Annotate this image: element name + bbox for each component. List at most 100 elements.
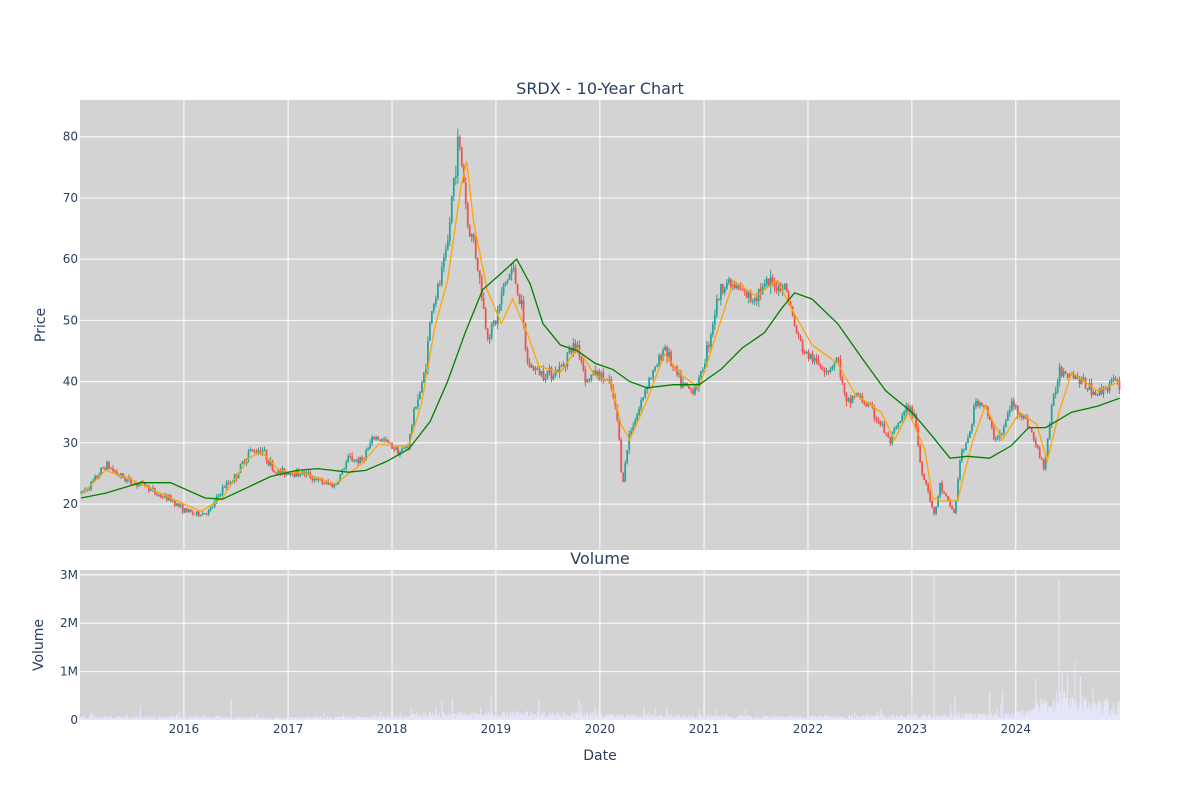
candle-body bbox=[142, 481, 144, 483]
candle-body bbox=[927, 483, 930, 492]
volume-bar bbox=[104, 715, 106, 720]
volume-bar bbox=[223, 717, 225, 720]
volume-bar bbox=[758, 716, 760, 720]
volume-bar bbox=[942, 715, 944, 720]
candle-body bbox=[1078, 378, 1081, 385]
volume-bar bbox=[200, 718, 202, 720]
candle-body bbox=[343, 468, 346, 470]
volume-bar bbox=[446, 716, 448, 720]
candle-body bbox=[401, 448, 403, 452]
volume-bar bbox=[407, 717, 409, 720]
volume-bar bbox=[609, 715, 611, 720]
candle-body bbox=[893, 428, 896, 434]
volume-bar bbox=[702, 716, 704, 720]
volume-bar bbox=[619, 717, 621, 720]
candle-body bbox=[544, 378, 547, 380]
volume-bar bbox=[896, 716, 898, 720]
volume-bar bbox=[429, 711, 431, 720]
volume-bar bbox=[669, 715, 671, 720]
volume-bar bbox=[521, 712, 523, 720]
volume-bar bbox=[607, 713, 609, 720]
volume-bar bbox=[217, 716, 219, 720]
volume-bar bbox=[410, 707, 412, 720]
volume-bar bbox=[713, 716, 715, 720]
volume-bar bbox=[1107, 702, 1109, 720]
candle-body bbox=[684, 382, 686, 384]
volume-bar bbox=[898, 718, 900, 720]
volume-bar bbox=[129, 717, 131, 720]
volume-bar bbox=[831, 716, 833, 720]
volume-bar bbox=[243, 717, 245, 720]
volume-bar bbox=[163, 717, 165, 720]
volume-bar bbox=[265, 717, 267, 720]
volume-bar bbox=[132, 717, 134, 720]
candle-body bbox=[979, 402, 981, 406]
volume-bar bbox=[730, 716, 732, 720]
volume-bar bbox=[749, 715, 751, 720]
volume-bar bbox=[263, 717, 265, 720]
candle-body bbox=[975, 400, 977, 407]
volume-bar bbox=[1060, 707, 1062, 720]
volume-bar bbox=[610, 713, 612, 720]
candle-body bbox=[1018, 414, 1021, 416]
volume-bar bbox=[465, 714, 467, 720]
volume-bar bbox=[307, 717, 309, 720]
candle-body bbox=[136, 483, 138, 486]
volume-bar bbox=[272, 718, 274, 720]
volume-bar bbox=[228, 716, 230, 720]
candle-body bbox=[596, 371, 599, 376]
candle-body bbox=[678, 372, 680, 375]
volume-bar bbox=[936, 715, 938, 720]
volume-bar bbox=[673, 718, 675, 720]
volume-bar bbox=[113, 718, 115, 720]
volume-bar bbox=[978, 715, 980, 720]
candle-body bbox=[88, 489, 91, 491]
volume-bar bbox=[316, 716, 318, 720]
volume-bar bbox=[661, 715, 663, 720]
candle-body bbox=[759, 288, 762, 294]
volume-bar bbox=[528, 717, 530, 720]
candle-body bbox=[321, 478, 324, 484]
volume-bar bbox=[604, 715, 606, 720]
volume-bar bbox=[984, 712, 986, 720]
volume-bar bbox=[646, 714, 648, 720]
candle-body bbox=[295, 470, 298, 477]
candle-body bbox=[367, 448, 370, 451]
candle-body bbox=[257, 450, 260, 453]
volume-bar bbox=[1031, 709, 1033, 720]
volume-bar bbox=[469, 714, 471, 720]
x-tick-label: 2021 bbox=[689, 722, 720, 736]
volume-bar bbox=[152, 716, 154, 720]
candle-body bbox=[213, 501, 216, 507]
volume-bar bbox=[252, 717, 254, 720]
volume-bar bbox=[559, 712, 561, 720]
volume-bar bbox=[728, 717, 730, 720]
volume-bar bbox=[816, 717, 818, 720]
candle-body bbox=[440, 267, 443, 285]
volume-bar bbox=[862, 716, 864, 720]
volume-bar bbox=[644, 713, 646, 720]
volume-bar bbox=[804, 717, 806, 720]
candle-body bbox=[638, 408, 641, 415]
volume-bar bbox=[345, 716, 347, 720]
volume-bar bbox=[900, 715, 902, 720]
volume-bar bbox=[99, 716, 101, 720]
volume-bar bbox=[860, 716, 862, 720]
volume-y-tick-label: 3M bbox=[60, 568, 78, 582]
candle-body bbox=[474, 239, 477, 258]
candle-body bbox=[634, 420, 637, 427]
candle-body bbox=[434, 298, 437, 305]
candle-body bbox=[122, 473, 124, 478]
volume-bar bbox=[720, 716, 722, 720]
candle-body bbox=[187, 509, 190, 513]
volume-bar bbox=[190, 715, 192, 720]
volume-bar bbox=[1072, 698, 1074, 720]
candle-body bbox=[100, 467, 102, 475]
candle-body bbox=[737, 285, 740, 290]
volume-bar bbox=[473, 711, 475, 720]
candle-body bbox=[138, 483, 140, 486]
volume-bar bbox=[931, 717, 933, 720]
volume-bar bbox=[896, 715, 898, 720]
volume-bar bbox=[1108, 713, 1110, 720]
volume-bar bbox=[384, 717, 386, 720]
